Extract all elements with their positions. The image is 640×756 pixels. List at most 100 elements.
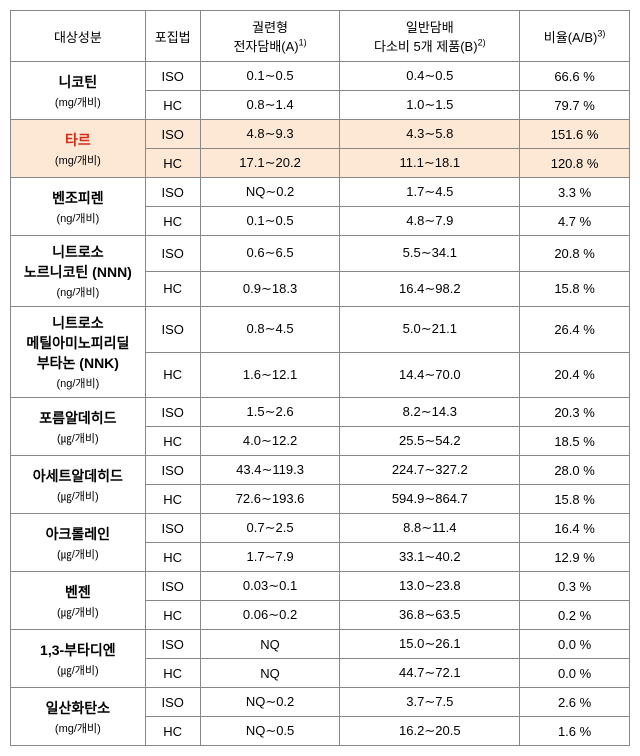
cell-b: 8.2∼14.3 [340, 398, 520, 427]
cell-b: 14.4∼70.0 [340, 352, 520, 398]
row-label: 니트로소메틸아미노피리딜부타논 (NNK) (ng/개비) [11, 307, 146, 398]
cell-ratio: 18.5 % [520, 427, 630, 456]
cell-a: 1.7∼7.9 [200, 543, 340, 572]
row-label-unit: (㎍/개비) [15, 430, 141, 446]
cell-method: HC [145, 601, 200, 630]
cell-a: 0.8∼4.5 [200, 307, 340, 353]
cell-ratio: 15.8 % [520, 485, 630, 514]
cell-ratio: 20.8 % [520, 236, 630, 272]
row-label: 벤조피렌(ng/개비) [11, 178, 146, 236]
row-label-main: 니트로소노르니코틴 (NNN) [24, 244, 132, 280]
table-row: 니코틴(mg/개비)ISO0.1∼0.50.4∼0.566.6 % [11, 62, 630, 91]
header-b-l2: 다소비 5개 제품(B) [374, 39, 478, 54]
cell-method: HC [145, 271, 200, 307]
cell-b: 4.3∼5.8 [340, 120, 520, 149]
cell-ratio: 0.3 % [520, 572, 630, 601]
cell-a: 4.0∼12.2 [200, 427, 340, 456]
table-row: 벤조피렌(ng/개비)ISONQ∼0.21.7∼4.53.3 % [11, 178, 630, 207]
cell-ratio: 4.7 % [520, 207, 630, 236]
cell-method: HC [145, 543, 200, 572]
table-row: 아세트알데히드(㎍/개비)ISO43.4∼119.3224.7∼327.228.… [11, 456, 630, 485]
row-label-unit: (㎍/개비) [15, 488, 141, 504]
cell-a: 0.7∼2.5 [200, 514, 340, 543]
cell-ratio: 16.4 % [520, 514, 630, 543]
cell-method: ISO [145, 514, 200, 543]
cell-b: 4.8∼7.9 [340, 207, 520, 236]
cell-a: NQ∼0.2 [200, 178, 340, 207]
row-label: 벤젠 (㎍/개비) [11, 572, 146, 630]
header-col-b: 일반담배 다소비 5개 제품(B)2) [340, 11, 520, 62]
header-ratio: 비율(A/B)3) [520, 11, 630, 62]
table-row: 포름알데히드(㎍/개비)ISO1.5∼2.68.2∼14.320.3 % [11, 398, 630, 427]
cell-a: NQ∼0.5 [200, 717, 340, 746]
header-a-sup: 1) [299, 38, 307, 48]
cell-method: HC [145, 149, 200, 178]
cell-b: 16.4∼98.2 [340, 271, 520, 307]
header-ratio-text: 비율(A/B) [544, 30, 598, 45]
cell-ratio: 0.0 % [520, 630, 630, 659]
cell-method: HC [145, 427, 200, 456]
cell-ratio: 151.6 % [520, 120, 630, 149]
row-label: 일산화탄소 (mg/개비) [11, 688, 146, 746]
header-component: 대상성분 [11, 11, 146, 62]
row-label-unit: (㎍/개비) [15, 604, 141, 620]
cell-b: 594.9∼864.7 [340, 485, 520, 514]
row-label-main: 벤젠 [65, 584, 91, 600]
cell-ratio: 120.8 % [520, 149, 630, 178]
cell-method: HC [145, 207, 200, 236]
cell-a: 0.9∼18.3 [200, 271, 340, 307]
cell-method: HC [145, 91, 200, 120]
cell-ratio: 26.4 % [520, 307, 630, 353]
cell-b: 11.1∼18.1 [340, 149, 520, 178]
table-row: 아크롤레인(㎍/개비)ISO0.7∼2.58.8∼11.416.4 % [11, 514, 630, 543]
row-label-main: 1,3-부타디엔 [40, 642, 116, 658]
header-b-sup: 2) [478, 38, 486, 48]
cell-a: 0.06∼0.2 [200, 601, 340, 630]
cell-method: ISO [145, 630, 200, 659]
header-a-l2: 전자담배(A) [233, 39, 298, 54]
row-label-unit: (ng/개비) [15, 284, 141, 300]
header-row: 대상성분 포집법 궐련형 전자담배(A)1) 일반담배 다소비 5개 제품(B)… [11, 11, 630, 62]
cell-method: ISO [145, 236, 200, 272]
cell-a: NQ [200, 630, 340, 659]
cell-ratio: 0.2 % [520, 601, 630, 630]
table-row: 니트로소메틸아미노피리딜부타논 (NNK)(ng/개비)ISO0.8∼4.55.… [11, 307, 630, 353]
cell-b: 36.8∼63.5 [340, 601, 520, 630]
cell-a: 0.8∼1.4 [200, 91, 340, 120]
row-label-unit: (mg/개비) [15, 152, 141, 168]
cell-b: 16.2∼20.5 [340, 717, 520, 746]
cell-b: 33.1∼40.2 [340, 543, 520, 572]
header-b-l1: 일반담배 [406, 20, 454, 35]
header-ratio-sup: 3) [597, 28, 605, 38]
row-label-unit: (mg/개비) [15, 720, 141, 736]
row-label-unit: (㎍/개비) [15, 662, 141, 678]
header-col-a: 궐련형 전자담배(A)1) [200, 11, 340, 62]
row-label: 포름알데히드(㎍/개비) [11, 398, 146, 456]
table-row: 벤젠(㎍/개비)ISO0.03∼0.113.0∼23.80.3 % [11, 572, 630, 601]
cell-a: 0.1∼0.5 [200, 62, 340, 91]
cell-b: 13.0∼23.8 [340, 572, 520, 601]
cell-ratio: 20.3 % [520, 398, 630, 427]
row-label-unit: (㎍/개비) [15, 546, 141, 562]
cell-method: HC [145, 659, 200, 688]
cell-method: ISO [145, 120, 200, 149]
row-label-main: 니트로소메틸아미노피리딜부타논 (NNK) [26, 315, 129, 371]
row-label-main: 타르 [65, 132, 91, 148]
cell-a: 17.1∼20.2 [200, 149, 340, 178]
cell-b: 1.0∼1.5 [340, 91, 520, 120]
cell-ratio: 66.6 % [520, 62, 630, 91]
row-label-main: 니코틴 [59, 74, 98, 90]
row-label-main: 일산화탄소 [46, 700, 110, 716]
cell-method: ISO [145, 456, 200, 485]
cell-method: ISO [145, 62, 200, 91]
row-label-unit: (ng/개비) [15, 375, 141, 391]
cell-method: ISO [145, 572, 200, 601]
cell-method: ISO [145, 398, 200, 427]
row-label: 1,3-부타디엔 (㎍/개비) [11, 630, 146, 688]
cell-a: 0.03∼0.1 [200, 572, 340, 601]
cell-a: 43.4∼119.3 [200, 456, 340, 485]
row-label: 타르 (mg/개비) [11, 120, 146, 178]
cell-method: HC [145, 485, 200, 514]
cell-b: 0.4∼0.5 [340, 62, 520, 91]
header-a-l1: 궐련형 [252, 20, 288, 35]
